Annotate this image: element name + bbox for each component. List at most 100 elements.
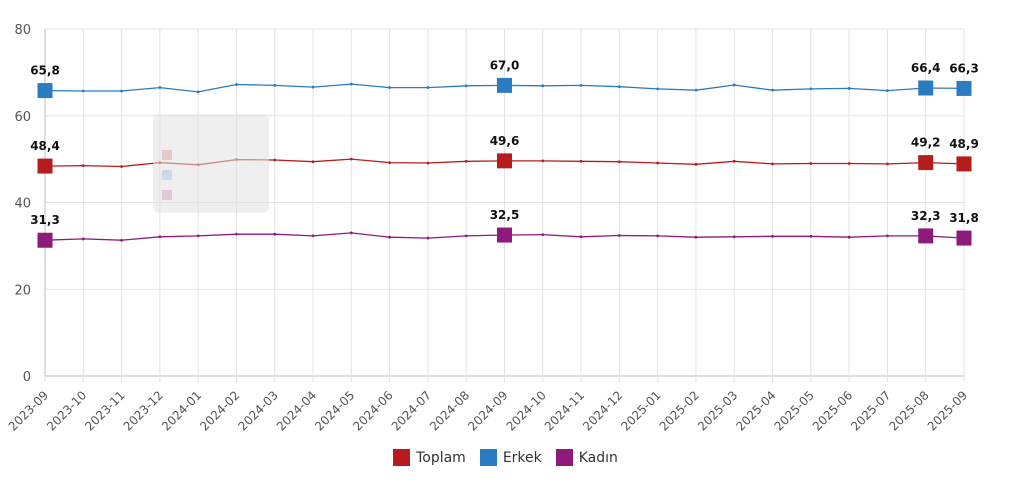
data-point xyxy=(349,231,353,235)
x-tick-label: 2023-09 xyxy=(6,388,51,433)
data-point xyxy=(426,161,430,165)
data-point xyxy=(579,83,583,87)
data-point xyxy=(656,234,660,238)
tooltip-ghost xyxy=(153,114,269,213)
data-point xyxy=(120,165,123,168)
data-point xyxy=(541,84,545,88)
data-point xyxy=(235,232,238,236)
data-point xyxy=(311,234,315,238)
line-chart: 0204060802023-092023-102023-112023-12202… xyxy=(6,23,979,434)
data-point xyxy=(426,236,430,240)
data-point-marker xyxy=(918,80,934,96)
data-point xyxy=(771,234,774,238)
data-point xyxy=(273,158,277,162)
x-tick-label: 2024-07 xyxy=(389,388,434,433)
tooltip-ghost-swatch-erkek xyxy=(162,170,172,180)
data-point-marker xyxy=(37,232,53,248)
x-tick-label: 2025-06 xyxy=(810,388,855,433)
legend-swatch xyxy=(479,449,497,466)
data-point xyxy=(273,232,277,236)
data-point xyxy=(464,159,468,163)
x-tick-label: 2025-04 xyxy=(733,388,778,433)
x-tick-label: 2024-12 xyxy=(580,388,625,433)
data-label: 31,8 xyxy=(949,211,979,225)
data-point-marker xyxy=(497,227,512,243)
data-point-marker xyxy=(956,156,972,172)
data-point xyxy=(847,235,851,239)
x-tick-label: 2025-01 xyxy=(618,388,663,433)
data-point xyxy=(235,83,238,86)
data-point xyxy=(120,238,123,242)
data-point xyxy=(809,234,813,238)
data-point xyxy=(388,235,392,239)
data-point xyxy=(656,161,660,165)
y-tick-label: 20 xyxy=(14,283,31,298)
data-point xyxy=(81,237,85,241)
data-label: 48,9 xyxy=(949,137,979,151)
y-tick-label: 40 xyxy=(14,197,31,212)
data-point xyxy=(617,234,621,237)
legend-swatch xyxy=(555,449,573,466)
legend-item[interactable]: Toplam xyxy=(393,449,466,466)
x-tick-label: 2024-10 xyxy=(504,388,549,433)
x-tick-label: 2024-03 xyxy=(236,388,281,433)
x-tick-label: 2024-02 xyxy=(197,388,242,433)
data-point xyxy=(196,234,200,238)
data-point xyxy=(886,162,889,166)
legend-item[interactable]: Erkek xyxy=(479,449,542,466)
data-point xyxy=(771,88,774,92)
data-point xyxy=(694,235,698,239)
data-point xyxy=(771,162,774,166)
data-point xyxy=(541,159,545,163)
tooltip-ghost-swatch-kadin xyxy=(162,190,172,200)
data-label: 67,0 xyxy=(490,58,520,72)
chart-legend: Toplam Erkek Kadın xyxy=(0,449,1011,466)
data-point xyxy=(886,89,889,92)
legend-item[interactable]: Kadın xyxy=(555,449,618,466)
data-point xyxy=(311,160,315,164)
data-point xyxy=(158,235,162,239)
data-point-marker xyxy=(497,77,512,93)
data-label: 66,3 xyxy=(949,61,979,75)
x-tick-label: 2025-02 xyxy=(657,388,702,433)
data-point xyxy=(732,235,736,239)
data-label: 32,3 xyxy=(911,209,941,223)
data-point xyxy=(388,161,392,164)
data-point xyxy=(81,89,85,93)
data-point xyxy=(158,86,162,89)
data-point xyxy=(886,234,889,238)
data-point xyxy=(196,90,200,94)
data-point xyxy=(541,233,545,236)
x-tick-label: 2024-06 xyxy=(350,388,395,433)
x-tick-label: 2024-09 xyxy=(465,388,510,433)
x-tick-label: 2024-01 xyxy=(159,388,204,433)
data-point xyxy=(349,157,353,161)
data-point-marker xyxy=(956,80,972,96)
data-label: 32,5 xyxy=(490,208,520,222)
x-tick-label: 2025-07 xyxy=(848,388,893,433)
data-point xyxy=(464,234,468,238)
data-label: 48,4 xyxy=(30,139,60,153)
x-tick-label: 2023-11 xyxy=(82,388,127,433)
data-point xyxy=(617,160,621,164)
data-label: 49,2 xyxy=(911,136,941,150)
legend-swatch xyxy=(393,449,411,466)
y-tick-label: 60 xyxy=(14,110,31,125)
data-point-marker xyxy=(918,155,934,171)
data-label: 65,8 xyxy=(30,64,60,78)
data-point-marker xyxy=(918,228,934,244)
data-point xyxy=(694,88,698,92)
data-label: 31,3 xyxy=(30,213,60,227)
data-point-marker xyxy=(37,158,53,174)
x-tick-label: 2025-08 xyxy=(886,388,931,433)
data-point xyxy=(349,82,353,86)
x-tick-label: 2025-09 xyxy=(925,388,970,433)
data-point xyxy=(120,89,123,93)
data-point xyxy=(656,87,660,91)
x-tick-label: 2023-10 xyxy=(44,388,89,433)
x-tick-label: 2025-03 xyxy=(695,388,740,433)
data-point xyxy=(694,162,698,166)
data-point xyxy=(579,159,583,163)
x-tick-label: 2024-11 xyxy=(542,388,587,433)
x-tick-label: 2024-08 xyxy=(427,388,472,433)
